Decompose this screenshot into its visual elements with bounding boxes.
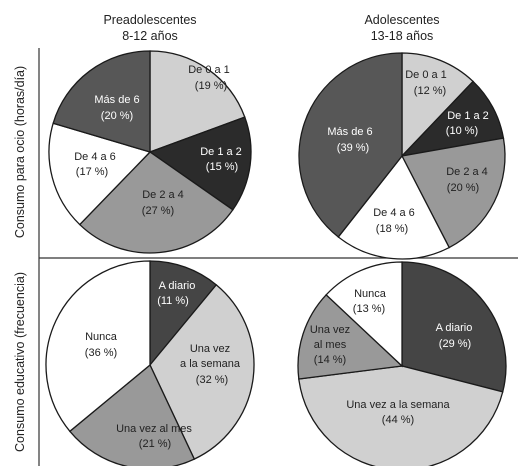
pie-4-label-una-vez-al-mes-line2: al mes	[314, 339, 347, 351]
pie-3-slice-a-diario	[149, 260, 218, 367]
pie-4-label-una-vez-a-la-semana: Una vez a la semana	[346, 399, 450, 411]
pie-2-slice-mas-de-6	[298, 52, 403, 238]
pie-4: A diario (29 %) Una vez a la semana (44 %) U…	[297, 261, 507, 466]
pie-1-slice-de-0-a-1	[149, 50, 246, 153]
pie-1-slice-de-1-a-2	[148, 116, 252, 211]
pie-4-value-nunca: (13 %)	[353, 303, 385, 315]
pie-4-label-una-vez-al-mes-line1: Una vez	[310, 324, 350, 336]
pie-1-value-de-1-a-2: (15 %)	[206, 161, 238, 173]
pie-1-slice-mas-de-6	[52, 50, 151, 153]
pie-1-label-de-0-a-1: De 0 a 1	[188, 64, 230, 76]
pie-2-label-de-0-a-1: De 0 a 1	[405, 69, 447, 81]
pie-1-label-de-4-a-6: De 4 a 6	[74, 151, 116, 163]
column-title-preadolescentes: Preadolescentes	[103, 13, 196, 27]
pie-4-slice-una-vez-al-mes	[297, 293, 404, 380]
pie-3-slice-una-vez-a-la-semana	[149, 283, 255, 460]
column-subtitle-preadolescentes: 8-12 años	[122, 29, 178, 43]
pie-2-slice-de-4-a-6	[337, 154, 451, 260]
pie-4-value-una-vez-a-la-semana: (44 %)	[382, 414, 414, 426]
pies-layer: De 0 a 1 (19 %) De 1 a 2 (15 %) De 2 a 4 (27 …	[45, 50, 507, 466]
pie-2-label-de-4-a-6: De 4 a 6	[373, 207, 415, 219]
pie-4-value-una-vez-al-mes: (14 %)	[314, 354, 346, 366]
pie-2: De 0 a 1 (12 %) De 1 a 2 (10 %) De 2 a 4 (20 …	[298, 52, 506, 260]
pie-1-value-de-2-a-4: (27 %)	[142, 205, 174, 217]
pie-3-slice-una-vez-al-mes	[68, 363, 196, 466]
pie-1-value-mas-de-6: (20 %)	[101, 110, 133, 122]
pie-2-value-de-4-a-6: (18 %)	[376, 223, 408, 235]
row-label-ocio: Consumo para ocio (horas/día)	[13, 66, 27, 238]
pie-3: A diario (11 %) Una vez a la semana (32 %) Un…	[45, 260, 255, 466]
pie-1-slice-de-4-a-6	[48, 122, 152, 226]
pie-4-label-a-diario: A diario	[436, 322, 473, 334]
pie-2-label-de-2-a-4: De 2 a 4	[446, 166, 488, 178]
pie-2-label-mas-de-6: Más de 6	[327, 126, 372, 138]
pie-3-label-una-vez-al-mes: Una vez al mes	[116, 423, 192, 435]
pie-2-value-de-1-a-2: (10 %)	[446, 125, 478, 137]
pie-3-value-a-diario: (11 %)	[157, 295, 189, 307]
pie-1-label-de-1-a-2: De 1 a 2	[200, 146, 242, 158]
pie-3-slice-nunca	[45, 260, 151, 433]
pie-4-slice-nunca	[325, 261, 403, 368]
pie-4-value-a-diario: (29 %)	[439, 338, 471, 350]
pie-3-label-a-diario: A diario	[159, 280, 196, 292]
pie-3-value-nunca: (36 %)	[85, 347, 117, 359]
pie-3-label-una-vez-a-la-semana-line2: a la semana	[180, 358, 241, 370]
pie-3-label-nunca: Nunca	[85, 331, 118, 343]
pie-1: De 0 a 1 (19 %) De 1 a 2 (15 %) De 2 a 4 (27 …	[48, 50, 252, 254]
pie-2-value-mas-de-6: (39 %)	[337, 142, 369, 154]
pie-1-label-de-2-a-4: De 2 a 4	[142, 189, 184, 201]
row-label-educativo: Consumo educativo (frecuencia)	[13, 272, 27, 452]
pie-2-value-de-0-a-1: (12 %)	[414, 85, 446, 97]
pie-4-label-nunca: Nunca	[354, 288, 387, 300]
pie-2-value-de-2-a-4: (20 %)	[447, 182, 479, 194]
column-subtitle-adolescentes: 13-18 años	[371, 29, 434, 43]
pie-3-label-una-vez-a-la-semana-line1: Una vez	[190, 343, 230, 355]
pie-1-label-mas-de-6: Más de 6	[94, 94, 139, 106]
pie-3-value-una-vez-a-la-semana: (32 %)	[196, 374, 228, 386]
pie-4-slice-a-diario	[401, 261, 507, 393]
pie-2-slice-de-0-a-1	[401, 52, 474, 158]
pie-2-label-de-1-a-2: De 1 a 2	[447, 110, 489, 122]
pie-1-value-de-4-a-6: (17 %)	[76, 166, 108, 178]
pie-4-slice-una-vez-a-la-semana	[298, 365, 504, 466]
pie-2-slice-de-2-a-4	[401, 137, 506, 249]
column-title-adolescentes: Adolescentes	[364, 13, 439, 27]
pie-1-value-de-0-a-1: (19 %)	[195, 80, 227, 92]
pie-3-value-una-vez-al-mes: (21 %)	[139, 438, 171, 450]
pie-1-slice-de-2-a-4	[78, 151, 234, 254]
